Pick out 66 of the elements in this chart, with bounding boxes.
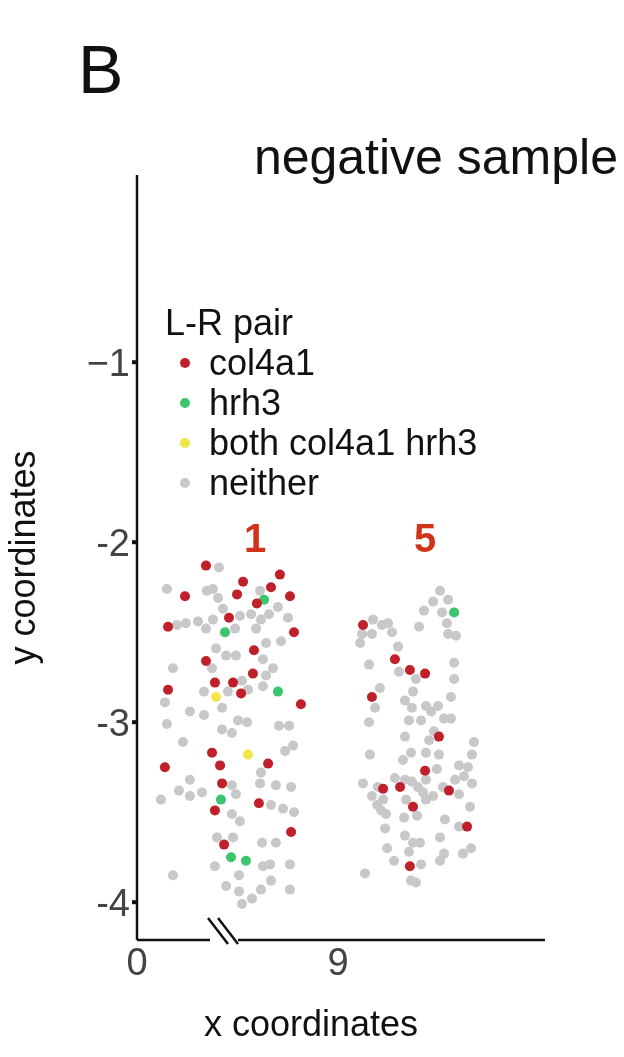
- legend-label: col4a1: [209, 342, 316, 383]
- point: [284, 591, 295, 602]
- point: [201, 560, 212, 571]
- point: [265, 582, 276, 593]
- point: [232, 589, 243, 600]
- point: [215, 794, 226, 805]
- point: [389, 654, 400, 665]
- y-tick-label: −1: [86, 341, 130, 384]
- point: [253, 798, 264, 809]
- point: [201, 656, 212, 666]
- point: [217, 778, 228, 789]
- point: [249, 645, 260, 656]
- point: [395, 782, 406, 792]
- point: [420, 765, 431, 776]
- point: [404, 861, 415, 872]
- point: [180, 591, 191, 602]
- point: [274, 569, 285, 580]
- legend-title: L-R pair: [165, 302, 295, 343]
- point: [224, 612, 235, 623]
- point: [462, 821, 473, 832]
- point: [209, 677, 220, 688]
- point: [449, 607, 460, 618]
- x-tick-label: 9: [327, 940, 349, 983]
- point: [211, 692, 222, 702]
- point: [295, 699, 306, 710]
- legend-label: neither: [209, 462, 320, 503]
- y-tick-label: -3: [96, 701, 130, 744]
- point: [272, 686, 283, 697]
- legend-label: both col4a1 hrh3: [209, 422, 478, 463]
- point: [240, 855, 251, 866]
- point: [209, 805, 220, 816]
- point: [238, 576, 249, 587]
- point: [443, 785, 454, 796]
- point: [236, 688, 247, 699]
- point: [433, 731, 444, 742]
- point: [219, 627, 230, 638]
- point: [251, 598, 262, 609]
- legend-label: hrh3: [209, 382, 282, 423]
- y-tick-label: -4: [96, 881, 130, 924]
- point: [286, 827, 297, 837]
- point: [163, 684, 174, 695]
- point: [215, 760, 226, 771]
- point: [228, 677, 239, 688]
- point: [378, 783, 389, 794]
- point: [242, 749, 253, 760]
- point: [288, 627, 299, 638]
- point: [366, 692, 377, 702]
- x-axis-title: x coordinates: [203, 1003, 419, 1044]
- text: B: [78, 30, 124, 108]
- y-tick-label: -2: [96, 521, 130, 564]
- point: [226, 852, 237, 863]
- point: [358, 620, 368, 630]
- point: [404, 665, 415, 675]
- annotation: 5: [414, 516, 437, 561]
- x-tick-label: 0: [126, 940, 148, 983]
- point: [408, 801, 419, 812]
- annotation: 1: [244, 516, 267, 561]
- point: [163, 621, 174, 632]
- point: [247, 668, 258, 679]
- point: [263, 758, 274, 769]
- point: [420, 668, 431, 679]
- point: [159, 762, 170, 773]
- point: [207, 747, 218, 758]
- chart-title: negative sample: [252, 128, 618, 186]
- y-axis-title: y coordinates: [1, 450, 43, 665]
- point: [219, 839, 230, 850]
